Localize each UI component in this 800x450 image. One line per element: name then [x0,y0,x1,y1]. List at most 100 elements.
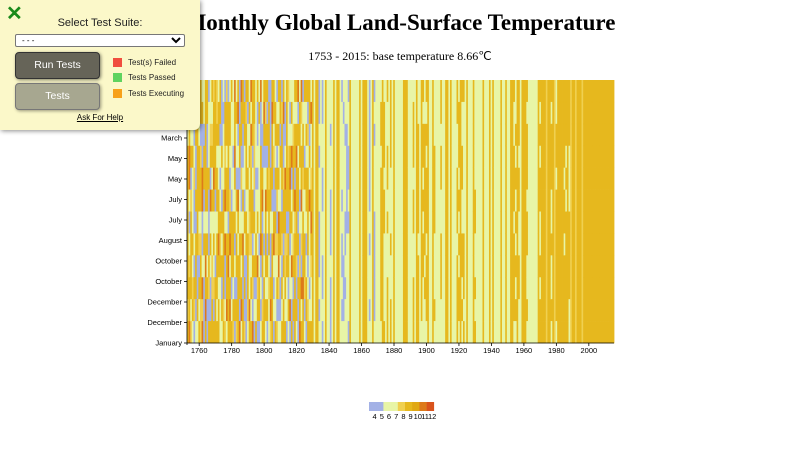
heatmap-cell [531,321,534,344]
heatmap-cell [505,80,508,103]
tests-button[interactable]: Tests [15,83,100,110]
heatmap-cell [549,123,552,147]
heatmap-cell [596,123,599,147]
heatmap-cell [583,145,586,168]
heatmap-cell [281,101,284,125]
heatmap-cell [350,321,353,344]
heatmap-cell [529,80,532,103]
heatmap-cell [240,211,243,234]
heatmap-cell [310,277,313,300]
heatmap-cell [212,189,215,212]
heatmap-cell [365,255,368,278]
heatmap-cell [378,299,381,322]
heatmap-cell [511,101,514,125]
heatmap-cell [295,321,298,344]
test-suite-select[interactable]: - - - [15,34,185,47]
heatmap-cell [485,101,488,125]
heatmap-cell [596,211,599,234]
heatmap-cell [456,145,459,168]
heatmap-cell [247,211,250,234]
heatmap-cell [568,299,571,322]
heatmap-cell [333,233,336,256]
heatmap-cell [274,299,277,322]
heatmap-cell [290,167,293,190]
y-tick-label: May [168,175,182,184]
heatmap-cell [355,80,358,103]
heatmap-cell [471,233,474,256]
heatmap-cell [508,80,511,103]
heatmap-cell [243,80,246,103]
heatmap-cell [234,189,237,212]
heatmap-cell [599,189,602,212]
heatmap-cell [224,145,227,168]
close-icon[interactable]: ✕ [6,3,23,25]
heatmap-cell [419,277,422,300]
heatmap-cell [381,321,384,344]
heatmap-cell [482,321,485,344]
heatmap-cell [511,299,514,322]
heatmap-cell [604,145,607,168]
heatmap-cell [310,299,313,322]
heatmap-cell [443,321,446,344]
heatmap-cell [219,321,222,344]
heatmap-cell [349,145,352,168]
heatmap-cell [318,299,321,322]
heatmap-cell [208,299,211,322]
heatmap-cell [357,167,360,190]
heatmap-cell [526,189,529,212]
heatmap-cell [251,277,254,300]
heatmap-cell [238,321,241,344]
heatmap-cell [385,255,388,278]
heatmap-cell [407,321,410,344]
heatmap-cell [461,321,464,344]
heatmap-cell [602,101,605,125]
heatmap-cell [594,277,597,300]
heatmap-cell [536,255,539,278]
heatmap-cell [526,145,529,168]
heatmap-cell [445,123,448,147]
heatmap-cell [510,321,513,344]
heatmap-cell [289,167,292,190]
heatmap-cell [477,101,480,125]
heatmap-cell [386,277,389,300]
heatmap-cell [402,145,405,168]
heatmap-cell [398,211,401,234]
heatmap-cell [187,145,190,168]
heatmap-cell [346,211,349,234]
heatmap-cell [229,167,232,190]
heatmap-cell [552,80,555,103]
heatmap-cell [251,211,254,234]
heatmap-cell [433,80,436,103]
ask-for-help-link[interactable]: Ask For Help [76,113,124,122]
heatmap-cell [584,167,587,190]
heatmap-cell [299,123,302,147]
heatmap-cell [381,80,384,103]
heatmap-cell [562,255,565,278]
heatmap-cell [560,321,563,344]
heatmap-cell [589,321,592,344]
heatmap-cell [312,167,315,190]
heatmap-cell [367,277,370,300]
heatmap-cell [243,321,246,344]
heatmap-cell [286,145,289,168]
heatmap-cell [594,101,597,125]
heatmap-cell [448,277,451,300]
heatmap-cell [388,321,391,344]
heatmap-cell [484,211,487,234]
heatmap-cell [466,211,469,234]
heatmap-cell [196,321,199,344]
heatmap-cell [292,233,295,256]
heatmap-cell [592,299,595,322]
heatmap-cell [514,255,517,278]
heatmap-cell [575,299,578,322]
heatmap-cell [605,277,608,300]
heatmap-cell [446,145,449,168]
run-tests-button[interactable]: Run Tests [15,52,100,79]
heatmap-cell [544,233,547,256]
heatmap-cell [372,189,375,212]
heatmap-cell [420,145,423,168]
heatmap-cell [428,123,431,147]
heatmap-cell [386,211,389,234]
heatmap-cell [271,101,274,125]
heatmap-cell [323,277,326,300]
